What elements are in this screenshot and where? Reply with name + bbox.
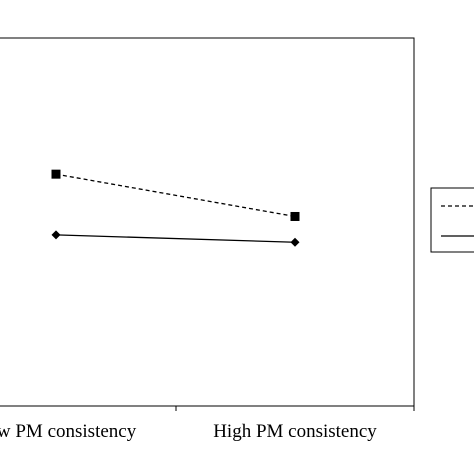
series-2-point xyxy=(51,230,61,240)
series-2-point xyxy=(290,237,300,247)
x-tick-label: High PM consistency xyxy=(213,421,377,442)
series-layer xyxy=(51,169,300,247)
series-1-point xyxy=(290,211,300,221)
series-1 xyxy=(51,169,300,221)
x-tick-label: Low PM consistency xyxy=(0,421,137,442)
series-2 xyxy=(51,230,300,247)
series-1-line xyxy=(55,173,296,218)
series-2-line xyxy=(55,234,296,243)
legend xyxy=(430,187,474,253)
x-axis-ticks xyxy=(175,406,415,411)
x-axis-tick-labels: Low PM consistency High PM consistency xyxy=(0,421,377,442)
legend-box xyxy=(430,187,474,253)
plot-area-frame xyxy=(0,37,415,407)
series-1-point xyxy=(51,169,61,179)
